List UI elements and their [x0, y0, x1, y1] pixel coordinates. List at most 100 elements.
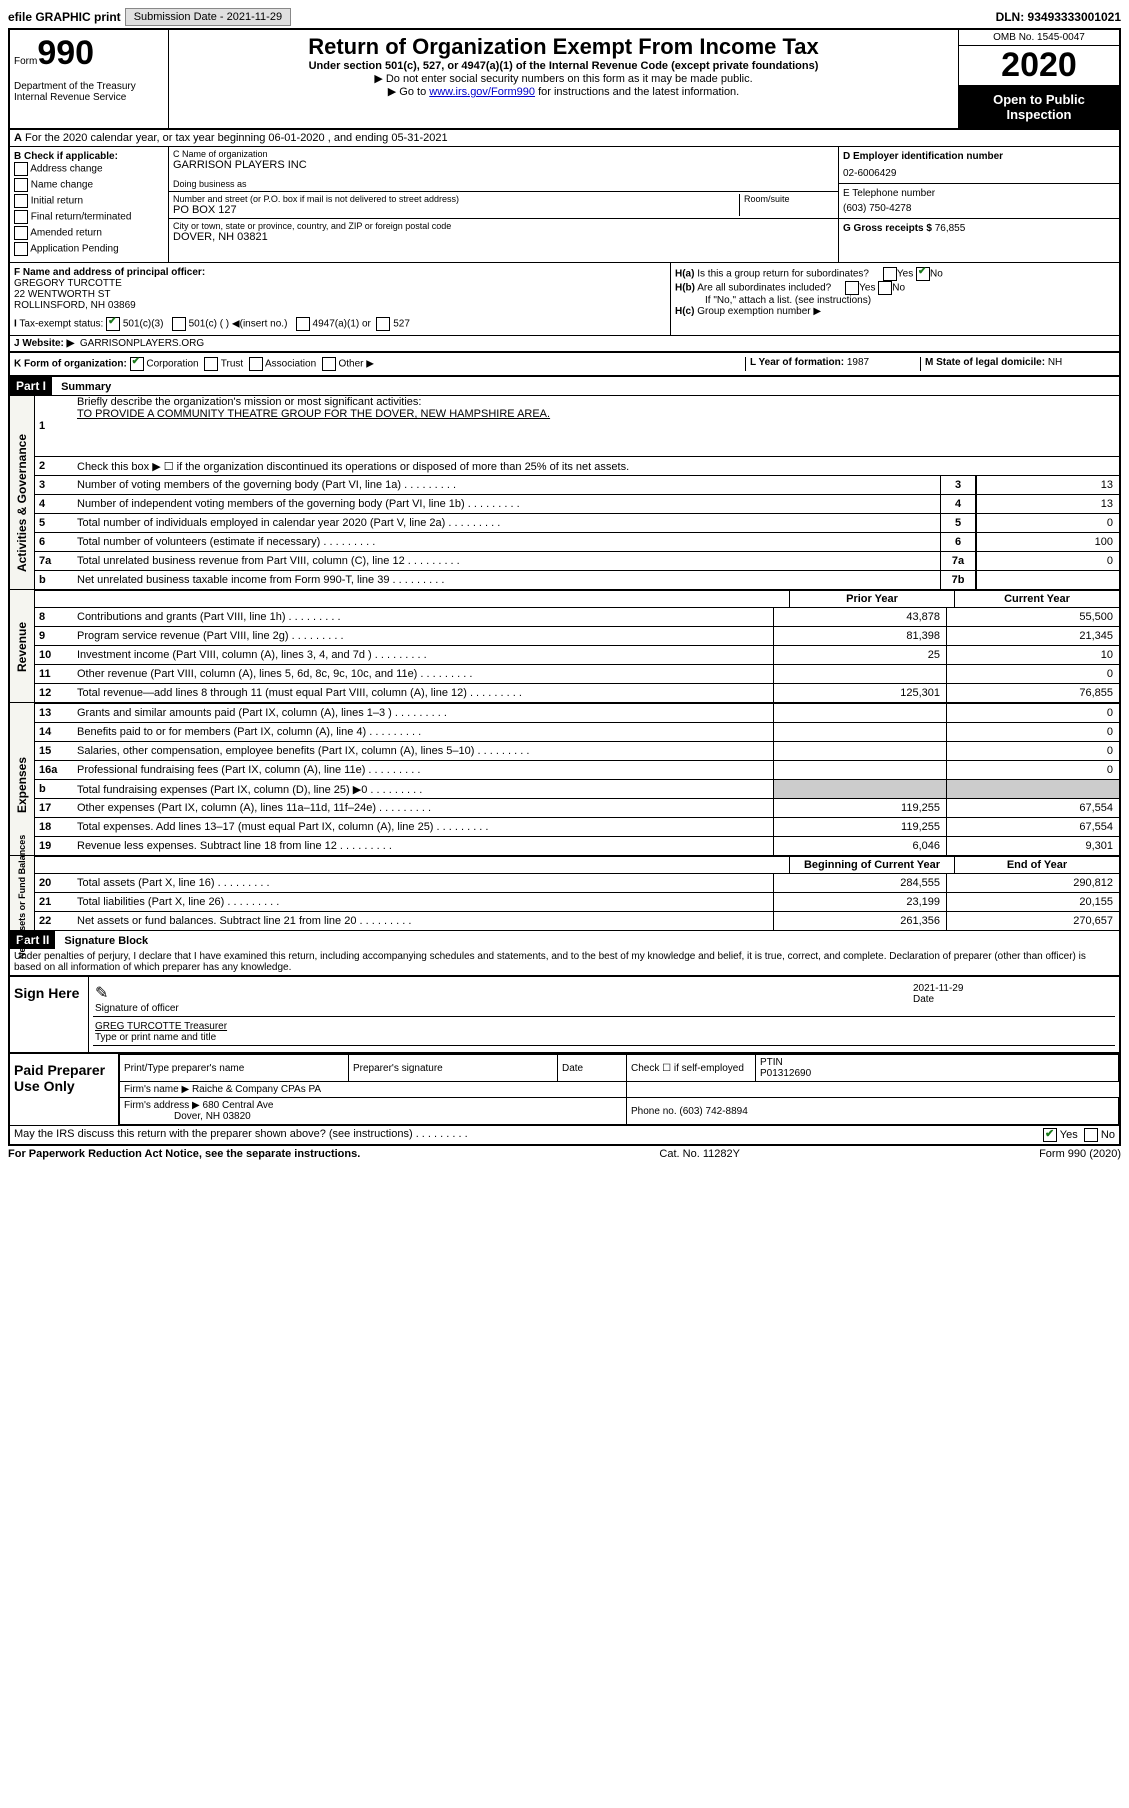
other-checkbox[interactable]: [322, 357, 336, 371]
ha-no[interactable]: [916, 267, 930, 281]
501c-label: 501(c) ( ) ◀(insert no.): [189, 319, 288, 330]
app-pending-label: Application Pending: [30, 244, 118, 255]
end-year-hdr: End of Year: [954, 857, 1119, 873]
ha-label: Is this a group return for subordinates?: [697, 269, 869, 280]
vside-exp: Expenses: [10, 703, 35, 855]
trust-checkbox[interactable]: [204, 357, 218, 371]
527-checkbox[interactable]: [376, 317, 390, 331]
discuss-yes[interactable]: [1043, 1128, 1057, 1142]
sig-officer-label: Signature of officer: [95, 1003, 179, 1014]
corp-label: Corporation: [146, 359, 198, 370]
penalty-text: Under penalties of perjury, I declare th…: [10, 949, 1119, 975]
org-name-label: C Name of organization: [173, 149, 834, 159]
submission-date-button[interactable]: Submission Date - 2021-11-29: [125, 8, 291, 26]
prep-sig-hdr: Preparer's signature: [349, 1055, 558, 1082]
prep-name-hdr: Print/Type preparer's name: [120, 1055, 349, 1082]
m-label: M State of legal domicile:: [925, 357, 1045, 368]
website-label: Website: ▶: [22, 338, 74, 349]
website: GARRISONPLAYERS.ORG: [80, 338, 204, 349]
column-b: B Check if applicable: Address change Na…: [10, 147, 169, 262]
hb-yes[interactable]: [845, 281, 859, 295]
4947-label: 4947(a)(1) or: [313, 319, 371, 330]
b-title: B Check if applicable:: [14, 151, 164, 162]
corp-checkbox[interactable]: [130, 357, 144, 371]
initial-return-checkbox[interactable]: [14, 194, 28, 208]
form-subtitle: Under section 501(c), 527, or 4947(a)(1)…: [177, 60, 950, 72]
column-d: D Employer identification number 02-6006…: [838, 147, 1119, 262]
part1-title: Summary: [55, 379, 117, 395]
header-right: OMB No. 1545-0047 2020 Open to Public In…: [958, 30, 1119, 128]
q2: Check this box ▶ ☐ if the organization d…: [73, 460, 1119, 473]
vside-na-text: Net Assets or Fund Balances: [17, 839, 27, 959]
data-line: 8Contributions and grants (Part VIII, li…: [35, 607, 1119, 626]
app-pending-checkbox[interactable]: [14, 242, 28, 256]
street: PO BOX 127: [173, 204, 739, 216]
prep-self-emp: Check ☐ if self-employed: [627, 1055, 756, 1082]
addr-change-label: Address change: [30, 164, 102, 175]
data-line: 11Other revenue (Part VIII, column (A), …: [35, 664, 1119, 683]
revenue-section: Revenue Prior YearCurrent Year 8Contribu…: [10, 589, 1119, 702]
firm cor></span></td> <td colspan=: Raiche & Company CPAs PA: [192, 1084, 321, 1095]
501c3-label: 501(c)(3): [123, 319, 164, 330]
header-row: Form990 Department of the Treasury Inter…: [10, 30, 1119, 130]
summary-line: bNet unrelated business taxable income f…: [35, 570, 1119, 589]
ha-yes[interactable]: [883, 267, 897, 281]
discuss-row: May the IRS discuss this return with the…: [10, 1125, 1119, 1144]
paid-preparer-section: Paid Preparer Use Only Print/Type prepar…: [10, 1052, 1119, 1125]
final-return-checkbox[interactable]: [14, 210, 28, 224]
amended-checkbox[interactable]: [14, 226, 28, 240]
hb-no[interactable]: [878, 281, 892, 295]
room-label: Room/suite: [744, 194, 834, 204]
4947-checkbox[interactable]: [296, 317, 310, 331]
street-label: Number and street (or P.O. box if mail i…: [173, 194, 739, 204]
prior-year-hdr: Prior Year: [789, 591, 954, 607]
ein: 02-6006429: [843, 162, 1115, 179]
m-val: NH: [1048, 357, 1062, 368]
gross-val: 76,855: [935, 223, 966, 234]
501c3-checkbox[interactable]: [106, 317, 120, 331]
part1-label: Part I: [10, 377, 52, 395]
data-line: 17Other expenses (Part IX, column (A), l…: [35, 798, 1119, 817]
ssn-note: Do not enter social security numbers on …: [386, 73, 753, 85]
instructions-link[interactable]: www.irs.gov/Form990: [429, 86, 535, 98]
ptin: P01312690: [760, 1068, 811, 1079]
data-line: 12Total revenue—add lines 8 through 11 (…: [35, 683, 1119, 702]
data-line: bTotal fundraising expenses (Part IX, co…: [35, 779, 1119, 798]
sig-name: GREG TURCOTTE Treasurer: [95, 1021, 227, 1032]
addr-change-checkbox[interactable]: [14, 162, 28, 176]
sign-here-section: Sign Here ✎Signature of officer2021-11-2…: [10, 975, 1119, 1052]
assoc-label: Association: [265, 359, 316, 370]
section-j: J Website: ▶ GARRISONPLAYERS.ORG: [10, 336, 1119, 353]
name-change-label: Name change: [31, 180, 93, 191]
netassets-section: Net Assets or Fund Balances Beginning of…: [10, 855, 1119, 930]
q1: Briefly describe the organization's miss…: [77, 396, 421, 408]
section-klm: K Form of organization: Corporation Trus…: [10, 353, 1119, 377]
firm-phone-label: Phone no.: [631, 1106, 677, 1117]
501c-checkbox[interactable]: [172, 317, 186, 331]
column-c: C Name of organization GARRISON PLAYERS …: [169, 147, 838, 262]
header-center: Return of Organization Exempt From Incom…: [169, 30, 958, 128]
hb-label: Are all subordinates included?: [697, 283, 831, 294]
sig-date: 2021-11-29: [913, 983, 963, 994]
final-return-label: Final return/terminated: [31, 212, 132, 223]
initial-return-label: Initial return: [31, 196, 83, 207]
form-prefix: Form: [14, 56, 37, 67]
ptin-label: PTIN: [760, 1057, 783, 1068]
discuss-text: May the IRS discuss this return with the…: [14, 1128, 413, 1140]
sig-name-label: Type or print name and title: [95, 1032, 216, 1043]
org-name: GARRISON PLAYERS INC: [173, 159, 834, 171]
efile-label: efile GRAPHIC print: [8, 10, 121, 24]
data-line: 16aProfessional fundraising fees (Part I…: [35, 760, 1119, 779]
form-number: 990: [37, 34, 94, 72]
hb-note: If "No," attach a list. (see instruction…: [675, 295, 1115, 306]
public-inspection: Open to Public Inspection: [959, 86, 1119, 128]
part1-header: Part I Summary: [10, 377, 1119, 395]
discuss-no[interactable]: [1084, 1128, 1098, 1142]
name-change-checkbox[interactable]: [14, 178, 28, 192]
hc-label: Group exemption number ▶: [697, 306, 821, 317]
assoc-checkbox[interactable]: [249, 357, 263, 371]
governance-section: Activities & Governance 1Briefly describ…: [10, 395, 1119, 589]
data-line: 22Net assets or fund balances. Subtract …: [35, 911, 1119, 930]
firm-name-label: Firm's name ▶: [124, 1084, 189, 1095]
omb-number: OMB No. 1545-0047: [959, 30, 1119, 46]
